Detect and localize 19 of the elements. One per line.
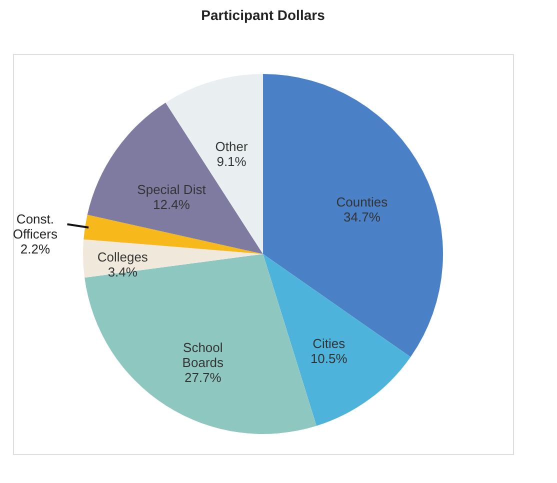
data-label: 12.4% (153, 197, 190, 212)
slice-label: Cities (312, 336, 346, 352)
slice-label: Counties (336, 194, 388, 210)
slice-label: Other (215, 138, 248, 154)
slice-label: Special Dist (137, 182, 206, 198)
pie-slice (84, 214, 263, 254)
data-label: 3.4% (108, 264, 138, 280)
slice-label: Colleges (97, 250, 148, 265)
data-label: 10.5% (310, 351, 348, 366)
pie-slice (263, 254, 411, 426)
data-label: 34.7% (344, 209, 381, 224)
slice-label: Const. Officers (12, 211, 58, 242)
slice-label: School Boards (182, 340, 224, 370)
pie-slice (87, 102, 263, 254)
pie-slice (83, 239, 263, 278)
data-label: 9.1% (216, 154, 247, 169)
data-label: 2.2% (20, 241, 50, 256)
chart-title: Participant Dollars (201, 6, 326, 23)
data-label: 27.7% (184, 370, 222, 386)
